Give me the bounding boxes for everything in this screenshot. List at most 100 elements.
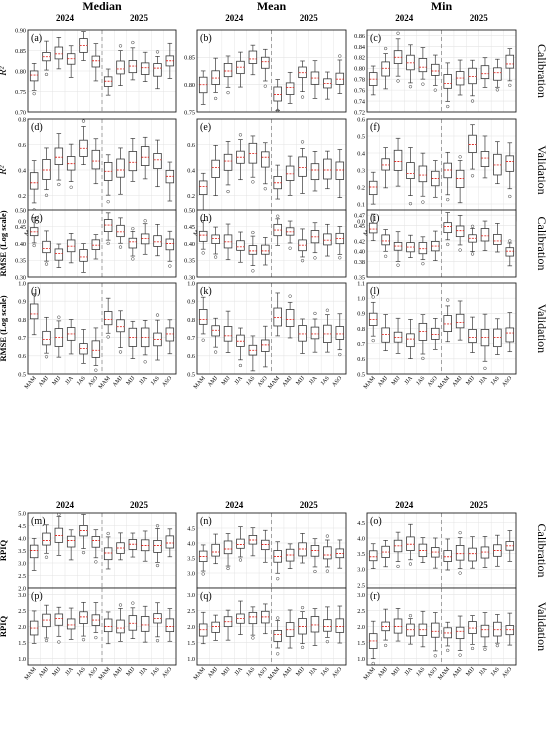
outlier [313,256,317,260]
box-body [285,165,295,181]
year-label-2025: 2025 [130,500,149,510]
box-amj [285,609,295,649]
y-tick-label: 4.5 [357,520,365,527]
year-label-2024: 2024 [395,500,414,510]
box-mjj [393,231,403,267]
outlier [508,194,512,199]
box-mam [273,616,282,656]
panel-g: 0.30 0.35 0.40 0.45 0.50 (g) [15,207,177,281]
outlier [131,227,135,231]
outlier [300,605,305,610]
outlier [251,269,255,273]
box-amj [116,310,125,354]
x-tick-label: JJA [308,666,319,677]
x-tick-label: JJA [308,375,319,386]
box-mjj [298,318,307,354]
outlier [251,180,255,184]
box-amj [455,59,465,96]
box-jas [493,141,502,185]
box-mam [198,296,208,342]
y-tick-label: 0.47 [354,213,365,220]
outlier [421,82,425,86]
outlier [69,185,73,189]
box-body [128,237,138,249]
y-tick-label: 0.7 [357,341,365,348]
panel-frame [27,282,177,375]
box-aso [431,54,440,92]
x-tick-label: MJJ [221,666,232,678]
box-jja [140,530,150,562]
box-mjj [393,531,403,569]
box-body [54,46,64,60]
box-jja [310,222,320,260]
box-jja [480,612,490,652]
box-jja [310,60,320,99]
box-body [493,621,502,637]
box-jja [406,234,415,258]
box-jas [493,534,502,567]
outlier [371,338,375,343]
box-amj [381,608,390,648]
box-jas [248,527,258,557]
box-aso [165,608,175,642]
outlier [470,99,475,103]
box-body [273,86,282,102]
box-body [140,146,150,166]
box-aso [431,612,440,658]
box-body [42,159,51,180]
y-tick-label: 5.0 [18,510,26,517]
box-body [431,63,440,76]
panel-frame [366,29,517,113]
box-amj [42,316,51,359]
panel-label: (p) [31,591,43,602]
year-label-2025: 2025 [300,13,319,23]
y-axis-label: RPIQ [0,615,8,637]
box-aso [165,319,175,355]
panel-j: 0.50.60.70.80.91.0(j)MAM AMJ MJJ JJA JAS ASOM… [18,280,177,390]
box-jas [493,223,502,253]
box-body [140,62,150,75]
outlier [421,262,425,266]
box-amj [455,155,465,204]
box-mam [443,62,452,109]
box-aso [165,528,175,558]
panel-label: (i) [370,213,379,224]
box-mjj [223,533,233,571]
box-mjj [54,606,64,644]
box-jja [66,45,76,78]
panel-frame [196,282,347,375]
outlier [458,531,462,535]
y-tick-label: 0.86 [354,33,365,40]
year-label-2025: 2025 [300,500,319,510]
box-body [431,622,440,638]
outlier [483,647,487,652]
box-mam [103,611,113,645]
outlier [81,638,86,642]
year-label-2024: 2024 [225,13,244,23]
box-mjj [468,224,477,256]
y-tick-label: 0.5 [357,371,365,378]
box-jas [418,610,428,648]
y-tick-label: 0.6 [18,353,26,360]
panel-frame [196,209,347,278]
box-body [455,313,465,329]
outlier [383,254,388,258]
box-body [79,611,88,624]
outlier [458,248,462,252]
y-tick-label: 2.0 [187,624,195,631]
outlier [94,560,98,564]
y-tick-label: 0.35 [184,258,195,265]
box-body [505,327,515,343]
box-mam [198,172,208,213]
y-tick-label: 3.0 [18,560,26,567]
outlier [118,350,123,354]
outlier [313,569,317,574]
x-tick-label: JAS [416,666,427,677]
box-mam [29,217,39,248]
box-body [211,325,220,337]
y-tick-label: 1.5 [187,640,195,647]
outlier [325,308,330,312]
y-tick-label: 1.5 [357,640,365,647]
